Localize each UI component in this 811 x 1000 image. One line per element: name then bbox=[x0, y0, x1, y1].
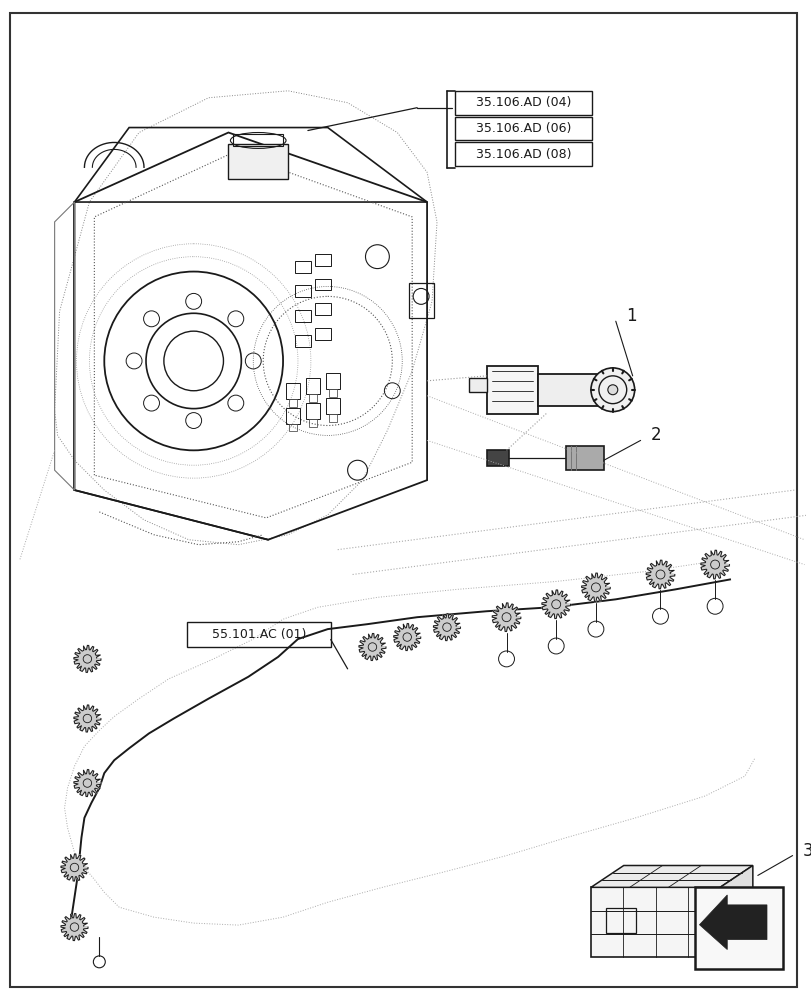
Bar bbox=[538, 374, 612, 406]
Text: 35.106.AD (08): 35.106.AD (08) bbox=[475, 148, 570, 161]
Bar bbox=[454, 142, 591, 166]
Polygon shape bbox=[581, 573, 610, 602]
Polygon shape bbox=[491, 603, 520, 632]
Polygon shape bbox=[433, 614, 460, 641]
Bar bbox=[233, 134, 283, 146]
Bar bbox=[315, 303, 330, 315]
Polygon shape bbox=[74, 645, 101, 672]
Text: 1: 1 bbox=[625, 307, 636, 325]
Text: 2: 2 bbox=[650, 426, 660, 444]
Text: 3: 3 bbox=[801, 842, 811, 860]
Bar bbox=[468, 378, 486, 392]
Circle shape bbox=[607, 385, 617, 395]
Bar bbox=[454, 117, 591, 140]
Bar bbox=[294, 261, 311, 273]
Polygon shape bbox=[590, 866, 752, 887]
Polygon shape bbox=[698, 895, 766, 950]
Text: 35.106.AD (04): 35.106.AD (04) bbox=[475, 96, 570, 109]
Text: 55.101.AC (01): 55.101.AC (01) bbox=[212, 628, 306, 641]
Bar bbox=[565, 446, 603, 470]
Bar bbox=[486, 450, 508, 466]
Text: 35.106.AD (06): 35.106.AD (06) bbox=[475, 122, 570, 135]
Bar bbox=[308, 419, 316, 427]
Bar bbox=[308, 394, 316, 402]
Bar bbox=[306, 403, 320, 419]
Polygon shape bbox=[541, 590, 570, 619]
Bar bbox=[315, 279, 330, 290]
Bar bbox=[486, 366, 538, 414]
Bar bbox=[228, 144, 288, 179]
Bar bbox=[285, 383, 299, 399]
Bar bbox=[306, 378, 320, 394]
Bar bbox=[328, 389, 337, 397]
Polygon shape bbox=[646, 560, 674, 589]
Bar bbox=[294, 285, 311, 297]
Bar bbox=[294, 335, 311, 347]
Bar bbox=[315, 328, 330, 340]
Polygon shape bbox=[358, 633, 385, 661]
Bar bbox=[289, 399, 297, 407]
Bar bbox=[294, 310, 311, 322]
Bar bbox=[454, 91, 591, 115]
Polygon shape bbox=[393, 624, 420, 651]
Bar bbox=[285, 408, 299, 424]
Polygon shape bbox=[74, 705, 101, 732]
Bar bbox=[590, 887, 719, 957]
Polygon shape bbox=[61, 914, 88, 941]
Polygon shape bbox=[61, 854, 88, 881]
Bar bbox=[328, 414, 337, 422]
Polygon shape bbox=[74, 770, 101, 797]
Bar bbox=[187, 622, 330, 647]
Bar bbox=[289, 424, 297, 431]
Circle shape bbox=[590, 368, 634, 412]
Bar bbox=[325, 373, 339, 389]
Bar bbox=[694, 887, 782, 969]
Bar bbox=[409, 283, 434, 318]
Polygon shape bbox=[719, 866, 752, 957]
Bar bbox=[315, 254, 330, 266]
Bar bbox=[325, 398, 339, 414]
Polygon shape bbox=[700, 550, 728, 579]
Bar bbox=[605, 908, 635, 933]
